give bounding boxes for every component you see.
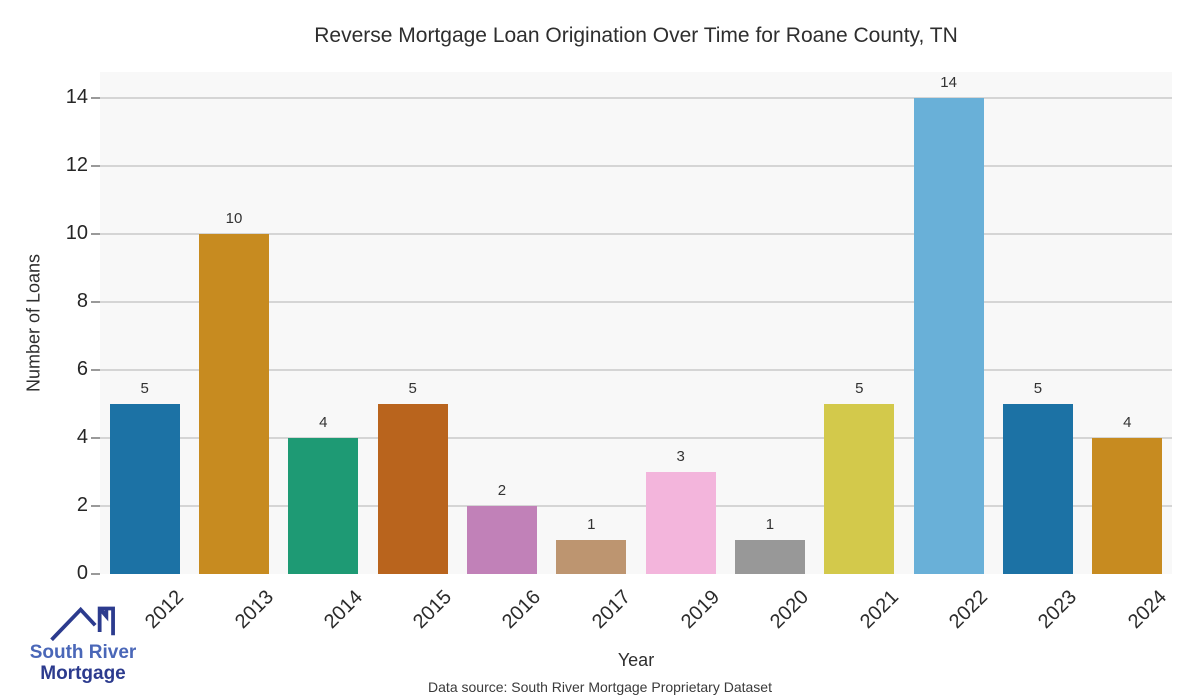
bar-2016: [466, 505, 537, 574]
gridline-y-6: [100, 368, 1172, 371]
bar-value-label-2023: 5: [1033, 379, 1043, 397]
bar-series: 5 10 4 5 2 1 3 1 5 14 5 4: [100, 72, 1172, 574]
bar-2012: [109, 403, 180, 574]
x-tick-cell-2023: 2023: [993, 576, 1082, 642]
bar-slot-2017: 1: [547, 72, 636, 574]
bar-2021: [824, 403, 895, 574]
y-tick-mark-6: [91, 368, 100, 371]
south-river-mortgage-logo: South River Mortgage: [16, 604, 150, 684]
bar-value-label-2016: 2: [497, 481, 507, 499]
x-tick-label-2015: 2015: [409, 586, 457, 634]
x-tick-label-2017: 2017: [587, 586, 635, 634]
gridline-y-12: [100, 164, 1172, 167]
bar-value-label-2021: 5: [855, 379, 864, 397]
y-tick-label-10: 10: [65, 221, 88, 244]
bar-2013: [198, 233, 269, 574]
bar-slot-2022: 14: [904, 72, 993, 574]
bar-2017: [556, 539, 627, 574]
bar-value-label-2022: 14: [940, 73, 957, 91]
logo-line-1: South River: [29, 642, 137, 663]
bar-2024: [1092, 437, 1163, 574]
gridline-y-4: [100, 436, 1172, 439]
logo-line-2: Mortgage: [40, 663, 126, 684]
x-tick-cell-2015: 2015: [368, 576, 457, 642]
y-tick-label-2: 2: [76, 493, 88, 516]
x-tick-cell-2022: 2022: [904, 576, 993, 642]
x-tick-cell-2024: 2024: [1083, 576, 1172, 642]
y-axis-title: Number of Loans: [23, 253, 44, 393]
y-tick-label-6: 6: [76, 357, 88, 380]
bar-slot-2012: 5: [100, 72, 189, 574]
gridline-y-8: [100, 300, 1172, 303]
bar-slot-2013: 10: [189, 72, 278, 574]
bar-2022: [913, 97, 984, 574]
y-axis-tick-labels: 0 2 4 6 8 10 12 14: [0, 72, 88, 584]
y-tick-label-0: 0: [76, 562, 88, 584]
bar-slot-2020: 1: [725, 72, 814, 574]
bar-value-label-2024: 4: [1123, 413, 1132, 431]
y-tick-mark-2: [91, 504, 100, 507]
bar-value-label-2013: 10: [225, 209, 243, 227]
bar-value-label-2015: 5: [408, 379, 417, 397]
bar-2019: [645, 471, 716, 574]
bar-value-label-2012: 5: [140, 379, 149, 397]
bar-slot-2021: 5: [815, 72, 904, 574]
gridline-y-10: [100, 232, 1172, 235]
y-tick-label-4: 4: [76, 425, 88, 448]
x-tick-label-2013: 2013: [230, 586, 278, 634]
y-tick-label-14: 14: [65, 85, 88, 108]
chart-title: Reverse Mortgage Loan Origination Over T…: [314, 24, 958, 47]
x-tick-label-2019: 2019: [677, 586, 725, 634]
x-axis-title: Year: [617, 650, 655, 670]
bar-value-label-2020: 1: [765, 515, 775, 533]
bar-value-label-2014: 4: [319, 413, 328, 431]
y-tick-label-12: 12: [65, 153, 88, 176]
bar-slot-2015: 5: [368, 72, 457, 574]
x-tick-cell-2016: 2016: [457, 576, 546, 642]
y-tick-label-8: 8: [76, 289, 88, 312]
gridline-y-2: [100, 504, 1172, 507]
x-tick-label-2016: 2016: [498, 586, 546, 634]
x-tick-cell-2019: 2019: [636, 576, 725, 642]
y-tick-mark-4: [91, 436, 100, 439]
bar-2015: [377, 403, 448, 574]
bar-2020: [734, 539, 805, 574]
y-tick-mark-10: [91, 232, 100, 235]
x-axis-tick-labels: 2012 2013 2014 2015 2016 2017 2019 2020 2021 2022…: [100, 576, 1172, 642]
y-tick-mark-12: [91, 164, 100, 167]
bar-value-label-2017: 1: [587, 515, 596, 533]
bar-2014: [288, 437, 359, 574]
x-tick-label-2024: 2024: [1123, 586, 1171, 634]
x-tick-cell-2020: 2020: [725, 576, 814, 642]
gridline-y-14: [100, 96, 1172, 99]
x-tick-label-2023: 2023: [1034, 586, 1082, 634]
data-source-note: Data source: South River Mortgage Propri…: [428, 679, 772, 695]
bar-slot-2023: 5: [993, 72, 1082, 574]
x-tick-cell-2014: 2014: [279, 576, 368, 642]
bar-value-label-2019: 3: [676, 447, 685, 465]
bar-slot-2019: 3: [636, 72, 725, 574]
x-tick-cell-2017: 2017: [547, 576, 636, 642]
x-tick-cell-2021: 2021: [815, 576, 904, 642]
x-tick-label-2020: 2020: [766, 586, 814, 634]
y-tick-mark-8: [91, 300, 100, 303]
bar-slot-2014: 4: [279, 72, 368, 574]
x-tick-label-2014: 2014: [319, 586, 367, 634]
house-roof-icon: [50, 606, 115, 642]
x-tick-label-2021: 2021: [855, 586, 903, 634]
bar-slot-2024: 4: [1083, 72, 1172, 574]
bar-slot-2016: 2: [457, 72, 546, 574]
plot-area: 5 10 4 5 2 1 3 1 5 14 5 4: [91, 72, 1172, 575]
x-tick-cell-2013: 2013: [189, 576, 278, 642]
bar-2023: [1002, 403, 1073, 574]
x-tick-label-2022: 2022: [945, 586, 993, 634]
y-tick-mark-0: [91, 573, 100, 575]
y-tick-mark-14: [91, 96, 100, 99]
